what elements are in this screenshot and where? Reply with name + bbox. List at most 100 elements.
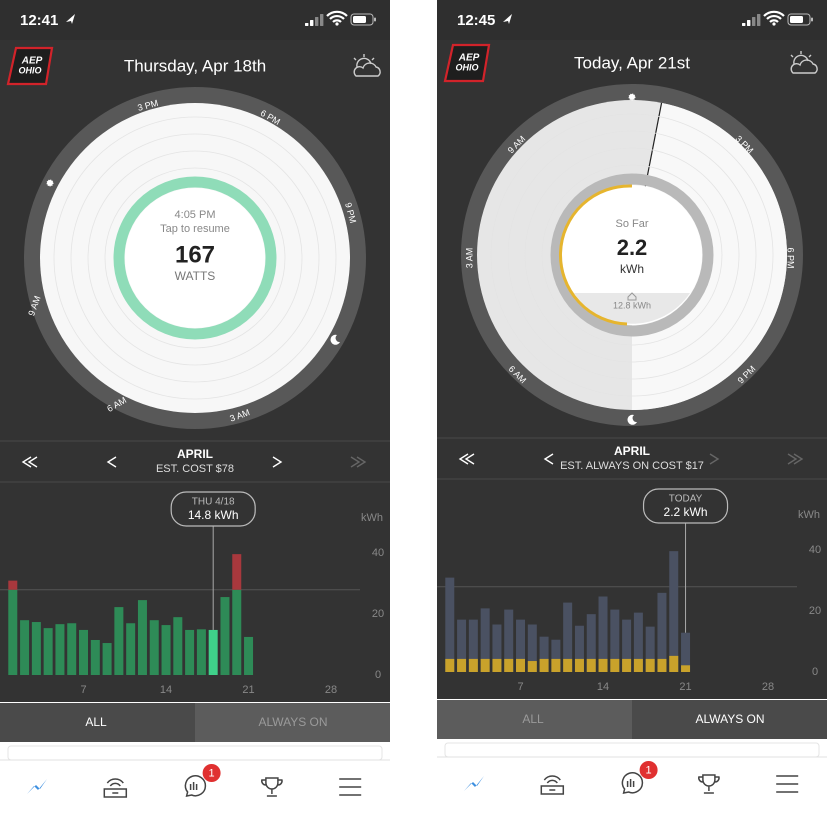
bar[interactable] <box>232 589 242 675</box>
always-on-bar[interactable] <box>586 658 596 672</box>
always-on-bar[interactable] <box>516 658 526 672</box>
weather-icon[interactable] <box>353 54 381 77</box>
bar[interactable] <box>173 617 183 675</box>
tab-menu-icon[interactable] <box>339 778 362 796</box>
always-on-bar[interactable] <box>574 658 584 672</box>
bar[interactable] <box>208 629 218 675</box>
total-bar[interactable] <box>445 577 455 672</box>
total-bar[interactable] <box>586 614 596 672</box>
chevron[interactable] <box>709 453 720 465</box>
total-bar[interactable] <box>551 639 561 672</box>
chevron[interactable] <box>272 456 283 468</box>
total-bar[interactable] <box>657 592 667 672</box>
always-on-bar[interactable] <box>504 658 514 672</box>
total-bar[interactable] <box>598 596 608 672</box>
bar[interactable] <box>126 623 136 675</box>
total-bar[interactable] <box>681 632 691 672</box>
always-on-bar[interactable] <box>633 658 643 672</box>
always-on-bar[interactable] <box>480 658 490 672</box>
total-bar[interactable] <box>622 619 632 672</box>
toggle-option[interactable]: ALL <box>85 715 107 729</box>
tab-chat-icon[interactable] <box>621 772 644 794</box>
total-bar[interactable] <box>574 625 584 672</box>
x-tick-label: 7 <box>80 684 86 696</box>
toggle-option[interactable]: ALL <box>522 712 544 726</box>
always-on-bar[interactable] <box>610 658 620 672</box>
toggle-option[interactable]: ALWAYS ON <box>695 712 764 726</box>
bar[interactable] <box>114 607 124 675</box>
total-bar[interactable] <box>669 551 679 672</box>
total-bar[interactable] <box>468 619 478 672</box>
chevron[interactable] <box>106 456 117 468</box>
total-bar[interactable] <box>610 609 620 672</box>
always-on-bar[interactable] <box>468 658 478 672</box>
always-on-bar[interactable] <box>563 658 573 672</box>
status-bar <box>0 0 390 40</box>
chevron[interactable] <box>543 453 554 465</box>
total-bar[interactable] <box>563 602 573 672</box>
y-tick-label: 20 <box>372 608 384 620</box>
bar-over-reference[interactable] <box>8 580 18 590</box>
bar[interactable] <box>55 624 65 675</box>
always-on-bar[interactable] <box>598 658 608 672</box>
total-bar[interactable] <box>492 624 502 672</box>
always-on-bar[interactable] <box>645 658 655 672</box>
total-bar[interactable] <box>645 626 655 672</box>
always-on-bar[interactable] <box>539 658 549 672</box>
bar[interactable] <box>43 628 53 675</box>
always-on-bar[interactable] <box>527 661 537 672</box>
total-bar[interactable] <box>457 619 467 672</box>
tab-menu-icon[interactable] <box>776 775 799 793</box>
bar[interactable] <box>31 622 41 675</box>
wifi-arc <box>769 19 779 23</box>
dial-center-text: 12.8 kWh <box>613 300 651 310</box>
toggle-option[interactable]: ALWAYS ON <box>258 715 327 729</box>
tab-usage-icon[interactable] <box>27 779 47 794</box>
total-bar[interactable] <box>539 636 549 672</box>
bar[interactable] <box>90 639 100 675</box>
always-on-bar[interactable] <box>551 658 561 672</box>
double-chevron[interactable] <box>350 456 367 468</box>
total-bar[interactable] <box>480 608 490 672</box>
dial-center <box>562 185 702 325</box>
tab-trophy-icon[interactable] <box>261 777 283 797</box>
double-chevron[interactable] <box>458 453 475 465</box>
bar[interactable] <box>196 629 206 675</box>
always-on-bar[interactable] <box>657 658 667 672</box>
total-bar[interactable] <box>516 619 526 672</box>
bar[interactable] <box>79 629 89 675</box>
always-on-bar[interactable] <box>669 655 679 672</box>
tab-device-icon[interactable] <box>540 775 565 795</box>
badge <box>202 764 221 782</box>
total-bar[interactable] <box>633 612 643 672</box>
always-on-bar[interactable] <box>492 658 502 672</box>
bar[interactable] <box>185 629 195 675</box>
always-on-bar[interactable] <box>622 658 632 672</box>
double-chevron[interactable] <box>787 453 804 465</box>
bar[interactable] <box>137 600 147 675</box>
always-on-bar[interactable] <box>681 665 691 672</box>
tab-trophy-icon[interactable] <box>698 774 720 794</box>
bar[interactable] <box>102 643 112 675</box>
bar[interactable] <box>220 597 230 675</box>
bar[interactable] <box>67 623 77 675</box>
always-on-bar[interactable] <box>457 658 467 672</box>
double-chevron[interactable] <box>21 456 38 468</box>
bar[interactable] <box>149 620 159 675</box>
always-on-bar[interactable] <box>445 658 455 672</box>
tab-usage-icon[interactable] <box>464 776 484 791</box>
weather-icon[interactable] <box>790 51 818 74</box>
bar-over-reference[interactable] <box>232 554 242 590</box>
total-bar[interactable] <box>504 609 514 672</box>
bar[interactable] <box>244 636 254 675</box>
bar[interactable] <box>20 620 30 675</box>
bar[interactable] <box>161 625 171 675</box>
total-bar[interactable] <box>527 624 537 672</box>
tab-chat-icon[interactable] <box>184 775 207 797</box>
tooltip-date: TODAY <box>669 494 703 505</box>
tab-device-icon[interactable] <box>103 778 128 798</box>
bar[interactable] <box>8 589 18 675</box>
